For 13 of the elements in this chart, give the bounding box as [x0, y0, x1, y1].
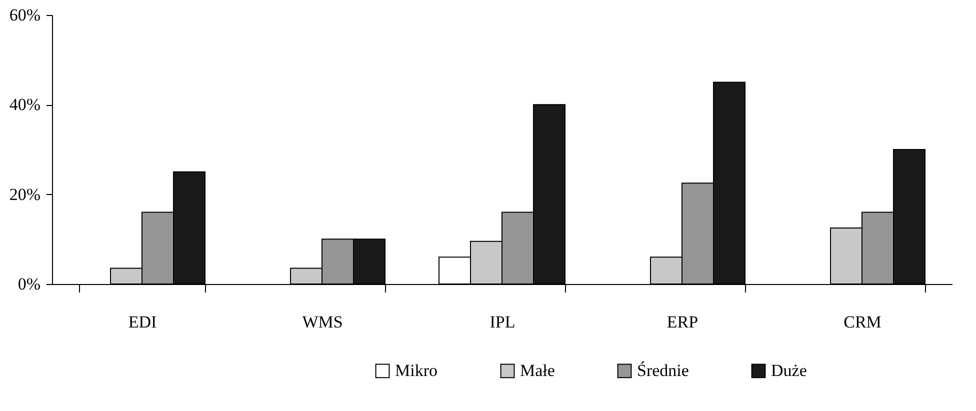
y-tick-label: 40%	[9, 95, 40, 114]
x-tick-label: CRM	[844, 312, 882, 332]
legend-label: Średnie	[637, 360, 689, 380]
legend-label: Mikro	[395, 360, 438, 380]
y-tick-label: 60%	[9, 6, 40, 24]
y-tick-label: 20%	[9, 184, 40, 204]
x-tick-label: ERP	[666, 312, 698, 332]
x-tick-label: WMS	[302, 312, 343, 332]
legend-label: Duże	[771, 360, 807, 380]
x-tick-label: IPL	[490, 312, 516, 332]
y-tick-label: 0%	[18, 274, 40, 294]
legend-label: Małe	[520, 360, 555, 380]
x-tick-label: EDI	[128, 312, 157, 332]
